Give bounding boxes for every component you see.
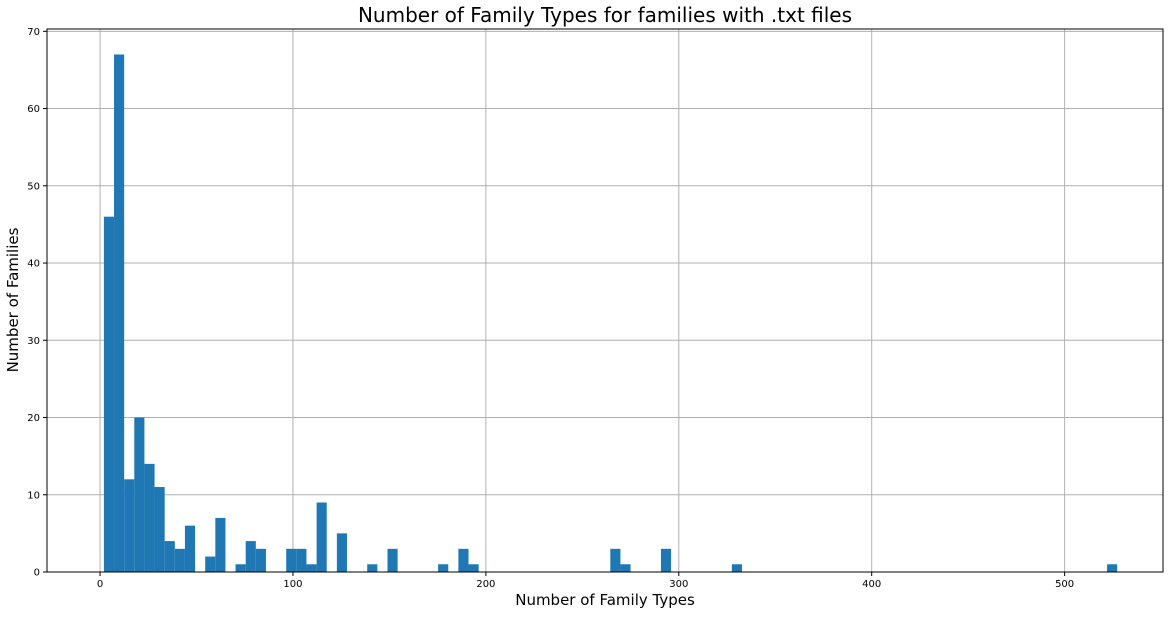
histogram-bar — [134, 417, 145, 572]
histogram-bar — [174, 548, 185, 572]
histogram-bar — [255, 548, 266, 572]
grid-layer — [47, 29, 1163, 573]
x-tick-label: 400 — [862, 579, 881, 590]
y-tick-label: 30 — [27, 336, 40, 347]
histogram-bar — [114, 54, 125, 573]
x-axis-label: Number of Family Types — [515, 591, 695, 609]
plot-frame — [46, 28, 1164, 573]
histogram-bar — [124, 479, 135, 572]
chart-title: Number of Family Types for families with… — [358, 3, 852, 27]
histogram-bar — [154, 487, 165, 572]
histogram-bar — [620, 564, 631, 572]
x-tick-label: 0 — [97, 579, 103, 590]
y-tick-label: 70 — [27, 27, 40, 38]
histogram-bar — [438, 564, 449, 572]
histogram-bar — [235, 564, 246, 572]
histogram-bar — [367, 564, 378, 572]
histogram-bar — [205, 556, 216, 572]
y-tick-label: 10 — [27, 490, 40, 501]
y-tick-label: 20 — [27, 413, 40, 424]
x-tick-label: 100 — [283, 579, 302, 590]
y-tick-label: 50 — [27, 181, 40, 192]
histogram-bar — [184, 525, 196, 572]
histogram-bar — [660, 548, 672, 572]
histogram-bar — [286, 548, 297, 572]
histogram-bar — [296, 548, 307, 572]
histogram-bar — [731, 564, 742, 572]
x-tick-label: 300 — [669, 579, 688, 590]
x-tick-label: 200 — [476, 579, 495, 590]
histogram-bar — [336, 533, 347, 572]
histogram-bar — [1107, 564, 1118, 572]
histogram-bar — [387, 548, 398, 572]
y-axis-label: Number of Families — [4, 227, 22, 372]
histogram-bar — [164, 541, 175, 572]
histogram-bar — [306, 564, 317, 572]
histogram-bar — [468, 564, 479, 572]
histogram-bar — [144, 463, 155, 572]
x-tick-label: 500 — [1055, 579, 1074, 590]
y-tick-label: 0 — [34, 568, 40, 579]
bars-layer — [103, 54, 1118, 573]
ticks-layer: 0 100 200 300 400 500 0 10 20 30 40 50 60 70 — [27, 27, 1074, 590]
histogram-bar — [245, 541, 256, 572]
histogram-bar — [610, 548, 621, 572]
histogram-bar — [215, 517, 226, 572]
y-tick-label: 40 — [27, 259, 40, 270]
histogram-bar — [316, 502, 327, 572]
y-tick-label: 60 — [27, 104, 40, 115]
histogram-bar — [458, 548, 469, 572]
histogram-bar — [103, 216, 115, 573]
